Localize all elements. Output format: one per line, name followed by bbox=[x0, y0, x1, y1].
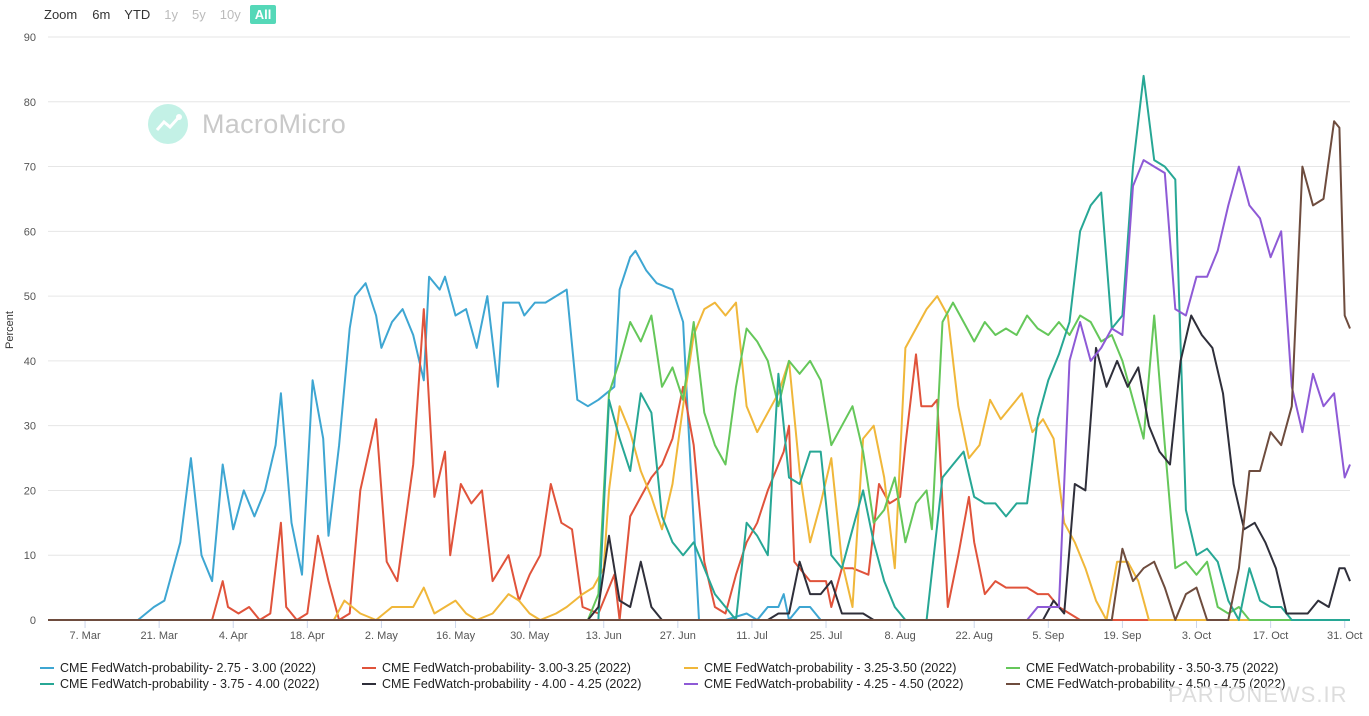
x-tick-label: 11. Jul bbox=[736, 630, 768, 642]
x-tick-label: 5. Sep bbox=[1032, 630, 1064, 642]
zoom-6m-button[interactable]: 6m bbox=[92, 6, 111, 22]
y-tick-label: 90 bbox=[24, 32, 36, 44]
series-line-0 bbox=[48, 249, 1350, 621]
legend-item-4-00-4-25[interactable]: CME FedWatch-probability - 4.00 - 4.25 (… bbox=[362, 676, 684, 692]
x-tick-label: 16. May bbox=[436, 630, 476, 642]
legend-swatch bbox=[362, 683, 376, 685]
legend-item-3-25-3-50[interactable]: CME FedWatch-probability - 3.25-3.50 (20… bbox=[684, 660, 1006, 676]
zoom-all-button[interactable]: All bbox=[249, 4, 277, 24]
zoom-label: Zoom bbox=[44, 6, 78, 22]
macromicro-logo-icon bbox=[148, 104, 188, 144]
y-tick-label: 0 bbox=[30, 615, 36, 627]
zoom-5y-button[interactable]: 5y bbox=[192, 6, 206, 22]
legend-swatch bbox=[1006, 667, 1020, 669]
x-tick-label: 3. Oct bbox=[1182, 630, 1211, 642]
x-tick-label: 31. Oct bbox=[1327, 630, 1362, 642]
x-tick-label: 19. Sep bbox=[1103, 630, 1141, 642]
series-line-4 bbox=[48, 74, 1350, 621]
y-tick-label: 50 bbox=[24, 291, 36, 303]
legend-swatch bbox=[40, 683, 54, 685]
legend-swatch bbox=[40, 667, 54, 669]
x-axis: 7. Mar 21. Mar 4. Apr 18. Apr 2. May 16. May 3… bbox=[69, 620, 1362, 642]
x-tick-label: 4. Apr bbox=[219, 630, 248, 642]
y-tick-label: 80 bbox=[24, 97, 36, 109]
y-tick-label: 60 bbox=[24, 226, 36, 238]
legend-label: CME FedWatch-probability - 3.25-3.50 (20… bbox=[704, 661, 957, 675]
zoom-ytd-button[interactable]: YTD bbox=[124, 6, 151, 22]
legend-item-3-00-3-25[interactable]: CME FedWatch-probability- 3.00-3.25 (202… bbox=[362, 660, 684, 676]
legend-label: CME FedWatch-probability - 4.00 - 4.25 (… bbox=[382, 677, 642, 691]
y-axis-label: Percent bbox=[4, 311, 16, 349]
macromicro-watermark: MacroMicro bbox=[148, 104, 346, 144]
legend-swatch bbox=[684, 667, 698, 669]
legend-label: CME FedWatch-probability - 4.25 - 4.50 (… bbox=[704, 677, 964, 691]
zoom-1y-button[interactable]: 1y bbox=[164, 6, 179, 22]
x-tick-label: 22. Aug bbox=[956, 630, 993, 642]
zoom-10y-button[interactable]: 10y bbox=[219, 6, 241, 22]
y-tick-label: 30 bbox=[24, 421, 36, 433]
x-tick-label: 21. Mar bbox=[140, 630, 178, 642]
series-line-7 bbox=[48, 120, 1351, 621]
y-tick-label: 70 bbox=[24, 162, 36, 174]
x-tick-label: 8. Aug bbox=[885, 630, 916, 642]
x-tick-label: 25. Jul bbox=[810, 630, 842, 642]
macromicro-brand-text: MacroMicro bbox=[202, 108, 347, 139]
series-line-6 bbox=[48, 159, 1351, 621]
legend-swatch bbox=[1006, 683, 1020, 685]
legend-item-4-50-4-75[interactable]: CME FedWatch-probability - 4.50 - 4.75 (… bbox=[1006, 676, 1328, 692]
plot-area bbox=[48, 74, 1351, 621]
zoom-bar: Zoom 6m YTD 1y 5y 10y All bbox=[44, 4, 280, 24]
legend-item-3-50-3-75[interactable]: CME FedWatch-probability - 3.50-3.75 (20… bbox=[1006, 660, 1328, 676]
legend-swatch bbox=[362, 667, 376, 669]
x-tick-label: 18. Apr bbox=[290, 630, 325, 642]
y-tick-label: 20 bbox=[24, 485, 36, 497]
legend-label: CME FedWatch-probability- 3.00-3.25 (202… bbox=[382, 661, 631, 675]
legend-label: CME FedWatch-probability- 2.75 - 3.00 (2… bbox=[60, 661, 316, 675]
y-axis: 0 10 20 30 40 50 60 70 80 90 bbox=[24, 32, 36, 627]
x-tick-label: 2. May bbox=[365, 630, 399, 642]
legend-label: CME FedWatch-probability - 3.75 - 4.00 (… bbox=[60, 677, 320, 691]
legend-swatch bbox=[684, 683, 698, 685]
chart-legend: CME FedWatch-probability- 2.75 - 3.00 (2… bbox=[40, 660, 1360, 692]
line-chart: 0 10 20 30 40 50 60 70 80 90 7. Mar 21. Mar 4. Apr 1… bbox=[4, 32, 1362, 642]
y-tick-label: 10 bbox=[24, 550, 36, 562]
legend-label: CME FedWatch-probability - 3.50-3.75 (20… bbox=[1026, 661, 1279, 675]
x-tick-label: 27. Jun bbox=[660, 630, 696, 642]
series-line-1 bbox=[48, 308, 1350, 621]
series-line-2 bbox=[48, 295, 1350, 621]
x-tick-label: 13. Jun bbox=[586, 630, 622, 642]
source-watermark: PARTONEWS.IR bbox=[1168, 682, 1348, 707]
series-line-3 bbox=[48, 301, 1350, 621]
legend-item-4-25-4-50[interactable]: CME FedWatch-probability - 4.25 - 4.50 (… bbox=[684, 676, 1006, 692]
x-tick-label: 30. May bbox=[510, 630, 550, 642]
y-tick-label: 40 bbox=[24, 356, 36, 368]
legend-item-2-75-3-00[interactable]: CME FedWatch-probability- 2.75 - 3.00 (2… bbox=[40, 660, 362, 676]
x-tick-label: 17. Oct bbox=[1253, 630, 1288, 642]
x-tick-label: 7. Mar bbox=[69, 630, 101, 642]
legend-label: CME FedWatch-probability - 4.50 - 4.75 (… bbox=[1026, 677, 1286, 691]
legend-item-3-75-4-00[interactable]: CME FedWatch-probability - 3.75 - 4.00 (… bbox=[40, 676, 362, 692]
